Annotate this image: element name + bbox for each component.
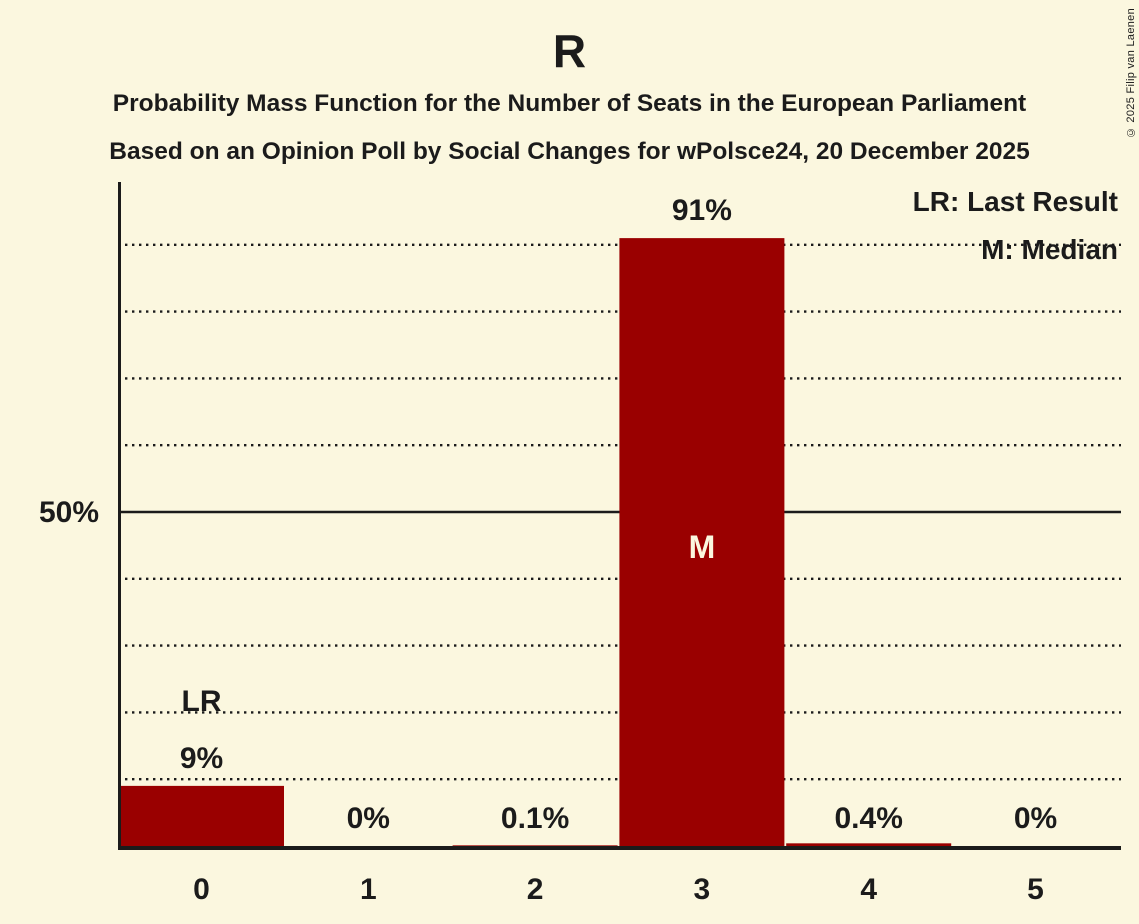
median-marker: M xyxy=(689,529,716,565)
value-label-seats-4: 0.4% xyxy=(835,802,903,835)
legend-last-result: LR: Last Result xyxy=(913,186,1118,217)
x-tick-label-0: 0 xyxy=(193,873,210,906)
x-tick-label-4: 4 xyxy=(860,873,877,906)
chart-subtitle-line2: Based on an Opinion Poll by Social Chang… xyxy=(109,138,1030,165)
x-tick-label-5: 5 xyxy=(1027,873,1044,906)
value-label-seats-5: 0% xyxy=(1014,802,1057,835)
legend-median: M: Median xyxy=(981,234,1118,265)
value-label-seats-1: 0% xyxy=(347,802,390,835)
x-tick-label-2: 2 xyxy=(527,873,544,906)
y-axis xyxy=(118,182,121,850)
chart-subtitle-line1: Probability Mass Function for the Number… xyxy=(112,90,1027,117)
bar-seats-4 xyxy=(786,843,952,846)
value-label-seats-0: 9% xyxy=(180,742,223,775)
last-result-marker: LR xyxy=(182,685,222,718)
bar-seats-2 xyxy=(452,845,618,846)
value-label-seats-3: 91% xyxy=(672,194,732,227)
x-tick-label-3: 3 xyxy=(694,873,711,906)
x-axis xyxy=(118,846,1121,850)
bar-seats-3 xyxy=(619,238,785,846)
value-label-seats-2: 0.1% xyxy=(501,802,569,835)
chart-title: R xyxy=(552,25,587,77)
bar-seats-0 xyxy=(119,785,284,846)
y-tick-label-50: 50% xyxy=(39,496,99,529)
x-tick-label-1: 1 xyxy=(360,873,377,906)
